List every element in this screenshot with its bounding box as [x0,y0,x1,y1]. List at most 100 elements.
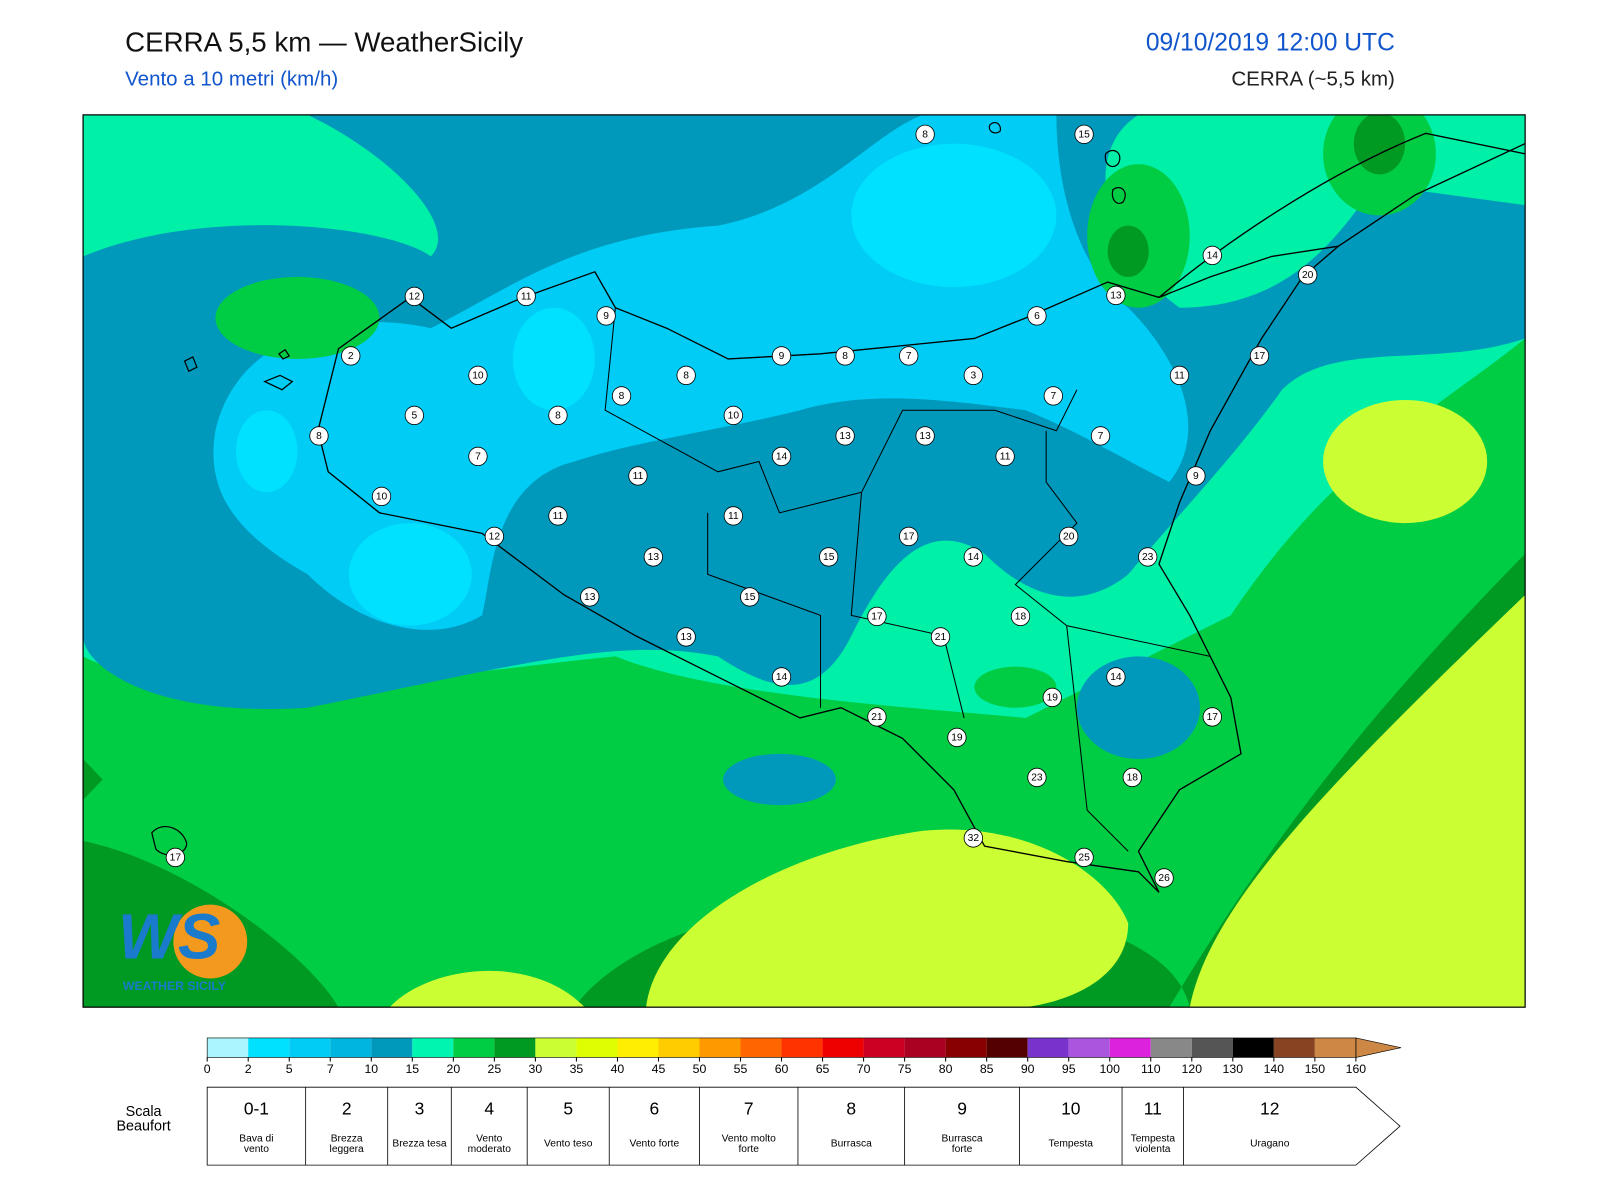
station-marker [867,606,887,627]
beaufort-description-box: Brezza tesa [392,1139,446,1149]
station-marker [1138,547,1158,567]
color-segment [1314,1037,1356,1058]
field-green [83,338,1526,1008]
station-value: 11 [521,292,532,303]
beaufort-description: Vento moderato [467,1133,511,1155]
beaufort-description: Burrasca forte [941,1133,983,1155]
station-marker [1154,868,1174,888]
beaufort-force: 4 [484,1098,494,1118]
colorbar-tick-label: 150 [1305,1062,1326,1076]
station-value: 7 [1050,391,1056,402]
islands [151,122,1126,856]
colorbar-tick-label: 55 [734,1062,748,1076]
station-value: 15 [823,552,835,563]
station-marker [1043,386,1063,406]
station-marker [468,446,488,467]
station-marker [947,727,967,748]
station-value: 15 [1078,130,1090,141]
station-marker [963,365,983,386]
colorbar-tick-label: 35 [570,1062,584,1076]
station-marker [1027,767,1047,788]
subtitle: Vento a 10 metri (km/h) [125,67,338,90]
station-marker [771,346,792,366]
beaufort-description-box: Uragano [1250,1139,1289,1149]
colorbar-tick-label: 10 [364,1062,378,1076]
station-marker [771,667,792,687]
color-segment [1068,1037,1110,1058]
beaufort-force: 10 [1061,1098,1081,1118]
colorbar-tick-label: 25 [488,1062,502,1076]
beaufort-force: 12 [1260,1098,1279,1118]
colorbar-tick-label: 95 [1062,1062,1076,1076]
station-marker [835,346,855,366]
beaufort-description: Vento teso [543,1138,593,1150]
station-marker [1202,245,1222,266]
station-marker [404,405,424,426]
station-marker [1042,687,1062,708]
beaufort-scale: Scala Beaufort 0-1 Bava di vento 2 Brezza le… [116,1086,1401,1166]
color-segment [1191,1037,1233,1058]
station-value: 13 [1110,291,1122,302]
station-value: 7 [1098,431,1104,442]
station-value: 13 [839,431,851,442]
sicily-coast [317,245,1341,893]
beaufort-description-box: Brezza leggera [330,1134,364,1155]
station-marker [771,446,792,467]
beaufort-description-box: Vento forte [629,1138,680,1150]
station-marker [165,847,186,868]
station-marker [963,547,983,567]
color-segment [453,1037,495,1058]
colorbar-tick-label: 100 [1099,1062,1120,1076]
station-marker [1027,306,1047,326]
station-value: 25 [1078,853,1090,864]
station-value: 8 [683,371,689,382]
color-segment [207,1037,249,1058]
station-marker [676,365,696,386]
color-arrow [1355,1037,1402,1058]
beaufort-description: Vento molto forte [721,1133,776,1155]
color-segment [986,1037,1028,1058]
colorbar-tick-label: 80 [939,1062,953,1076]
station-marker [484,526,504,547]
station-marker [1202,707,1222,727]
station-marker [371,486,392,507]
station-value: 7 [475,452,481,463]
beaufort-description: Burrasca [830,1138,872,1150]
beaufort-description-box: Tempesta [1048,1138,1093,1150]
station-marker [548,405,568,426]
beaufort-description-box: Vento molto forte [721,1133,776,1155]
beaufort-label-box: Scala Beaufort [116,1104,170,1133]
beaufort-description-box: Burrasca forte [941,1133,983,1155]
beaufort-description-box: Vento moderato [467,1133,511,1155]
colorbar-tick-label: 110 [1141,1062,1161,1076]
station-value: 26 [1158,873,1170,884]
station-marker [676,627,696,647]
colorbar-tick-label: 75 [898,1062,912,1076]
station-value: 3 [970,371,976,382]
field-lime [389,594,1526,1008]
color-segment [535,1037,577,1058]
color-segment [863,1037,905,1058]
station-value: 9 [603,311,609,322]
station-value: 19 [951,733,963,744]
color-segment [1150,1037,1192,1058]
colorbar-tick-label: 160 [1346,1062,1367,1076]
station-marker [1059,526,1079,547]
datetime: 09/10/2019 12:00 UTC [1146,30,1395,57]
beaufort-description: Vento forte [629,1138,680,1150]
station-value: 8 [555,411,561,422]
station-value: 14 [1207,251,1219,262]
color-segment [330,1037,372,1058]
station-value: 32 [968,833,980,844]
station-value: 14 [776,672,788,683]
station-value: 17 [1207,712,1219,723]
beaufort-description: Tempesta [1048,1138,1093,1150]
station-marker [930,627,951,647]
field-lime [1323,400,1488,524]
station-value: 13 [919,431,931,442]
colorbar-tick-label: 70 [857,1062,871,1076]
station-marker [580,587,600,607]
station-value: 8 [922,130,928,141]
station-marker [1106,285,1126,306]
station-value: 10 [728,411,740,422]
